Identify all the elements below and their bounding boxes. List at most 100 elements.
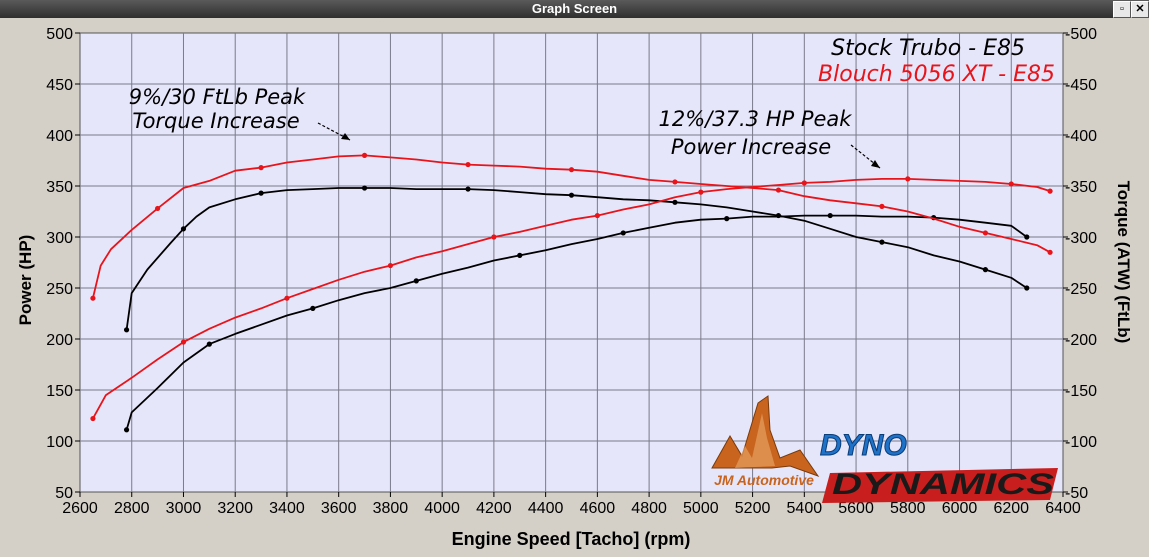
x-tick-label: 3000 — [166, 500, 202, 517]
data-point — [1008, 181, 1014, 187]
dyno-chart: 2600 2800 3000 3200 3400 3600 3800 4000 4200 4400… — [16, 26, 1133, 549]
data-point — [801, 180, 807, 186]
data-point — [258, 190, 264, 196]
legend-entry-upgrade: Blouch 5056 XT - E85 — [818, 62, 1055, 87]
data-point — [361, 185, 368, 191]
x-tick-label: 6400 — [1045, 500, 1081, 517]
right-tick-label: -350 — [1065, 179, 1097, 196]
dyno-dynamics-logo: DYNO DYNAMICS — [820, 429, 1058, 503]
right-tick-label: -300 — [1065, 230, 1097, 247]
x-tick-label: 4000 — [424, 500, 460, 517]
left-axis-ticks: 50 100 150 200 250 300 350 400 450 500 — [46, 26, 80, 502]
jm-automotive-logo: JM Automotive — [711, 395, 820, 488]
legend-entry-stock: Stock Trubo - E85 — [831, 36, 1025, 61]
x-tick-label: 3200 — [217, 500, 253, 517]
data-point — [568, 192, 575, 198]
data-point — [905, 176, 911, 182]
left-tick-label: 150 — [46, 383, 73, 400]
left-axis-label: Power (HP) — [16, 235, 35, 326]
torque-annotation-line1: 9%/30 FtLb Peak — [129, 85, 306, 109]
right-axis-ticks: -50 -100 -150 -200 -250 -300 -350 -400 -450 -500 — [1063, 26, 1097, 502]
right-tick-label: -200 — [1065, 332, 1097, 349]
jm-logo-text: JM Automotive — [714, 472, 814, 488]
right-tick-label: -150 — [1065, 383, 1097, 400]
right-tick-label: -450 — [1065, 77, 1097, 94]
x-tick-label: 3600 — [321, 500, 357, 517]
x-tick-label: 2800 — [114, 500, 150, 517]
data-point — [1024, 285, 1030, 291]
left-tick-label: 250 — [46, 281, 73, 298]
data-point — [206, 341, 212, 347]
power-annotation-line2: Power Increase — [671, 135, 831, 159]
x-tick-label: 5200 — [735, 500, 771, 517]
right-tick-label: -100 — [1065, 434, 1097, 451]
data-point — [491, 234, 497, 240]
x-tick-label: 6200 — [993, 500, 1029, 517]
series-line-torque-2 — [92, 154, 1051, 299]
data-point — [879, 203, 885, 209]
x-tick-label: 4800 — [631, 500, 667, 517]
right-tick-label: -50 — [1065, 485, 1088, 502]
power-annotation-line1: 12%/37.3 HP Peak — [659, 107, 853, 131]
series-line-power-3 — [92, 178, 1051, 420]
window-title: Graph Screen — [531, 1, 618, 16]
data-point — [775, 187, 782, 193]
series-line-power-1 — [125, 214, 1028, 431]
data-point — [123, 327, 130, 333]
data-point — [123, 427, 130, 433]
data-point — [982, 230, 988, 236]
data-point — [568, 167, 575, 173]
data-point — [672, 199, 678, 205]
data-point — [361, 152, 368, 158]
close-icon[interactable]: ✕ — [1131, 1, 1149, 18]
window-titlebar: Graph Screen — [0, 0, 1149, 18]
x-axis-ticks: 2600 2800 3000 3200 3400 3600 3800 4000 4200 4400… — [62, 492, 1081, 517]
series-line-torque-0 — [125, 187, 1028, 330]
data-point — [1047, 249, 1053, 255]
x-tick-label: 4400 — [528, 500, 564, 517]
data-point — [724, 216, 730, 222]
data-point — [698, 189, 704, 195]
x-tick-label: 5400 — [787, 500, 823, 517]
left-tick-label: 450 — [46, 77, 73, 94]
x-tick-label: 3400 — [269, 500, 305, 517]
data-point — [90, 295, 96, 301]
left-tick-label: 400 — [46, 128, 73, 145]
data-point — [982, 267, 988, 273]
dyno-logo-text: DYNO — [820, 429, 907, 462]
x-tick-label: 4600 — [580, 500, 616, 517]
right-tick-label: -500 — [1065, 26, 1097, 43]
left-tick-label: 50 — [55, 485, 73, 502]
x-tick-label: 3800 — [373, 500, 409, 517]
data-point — [180, 226, 187, 232]
data-point — [155, 205, 161, 212]
torque-annotation-arrowhead — [341, 133, 350, 140]
x-tick-label: 5800 — [890, 500, 926, 517]
x-tick-label: 6000 — [942, 500, 978, 517]
data-point — [387, 262, 394, 269]
left-tick-label: 500 — [46, 26, 73, 43]
left-tick-label: 100 — [46, 434, 73, 451]
data-point — [90, 415, 96, 422]
left-tick-label: 300 — [46, 230, 73, 247]
left-tick-label: 350 — [46, 179, 73, 196]
data-point — [1047, 188, 1053, 194]
plot-area — [79, 32, 1064, 493]
data-point — [465, 161, 471, 168]
grid-lines — [80, 33, 1063, 492]
data-point — [413, 278, 419, 284]
data-point — [310, 305, 316, 311]
series-lines — [90, 152, 1053, 433]
data-point — [594, 212, 600, 219]
data-point — [1024, 234, 1030, 240]
x-tick-label: 5000 — [683, 500, 719, 517]
left-tick-label: 200 — [46, 332, 73, 349]
dynamics-logo-text: DYNAMICS — [832, 468, 1054, 501]
data-point — [620, 230, 626, 236]
data-point — [284, 295, 290, 301]
restore-icon[interactable]: ▫ — [1113, 1, 1131, 18]
data-point — [879, 239, 885, 245]
data-point — [258, 165, 264, 171]
right-tick-label: -400 — [1065, 128, 1097, 145]
x-tick-label: 2600 — [62, 500, 98, 517]
